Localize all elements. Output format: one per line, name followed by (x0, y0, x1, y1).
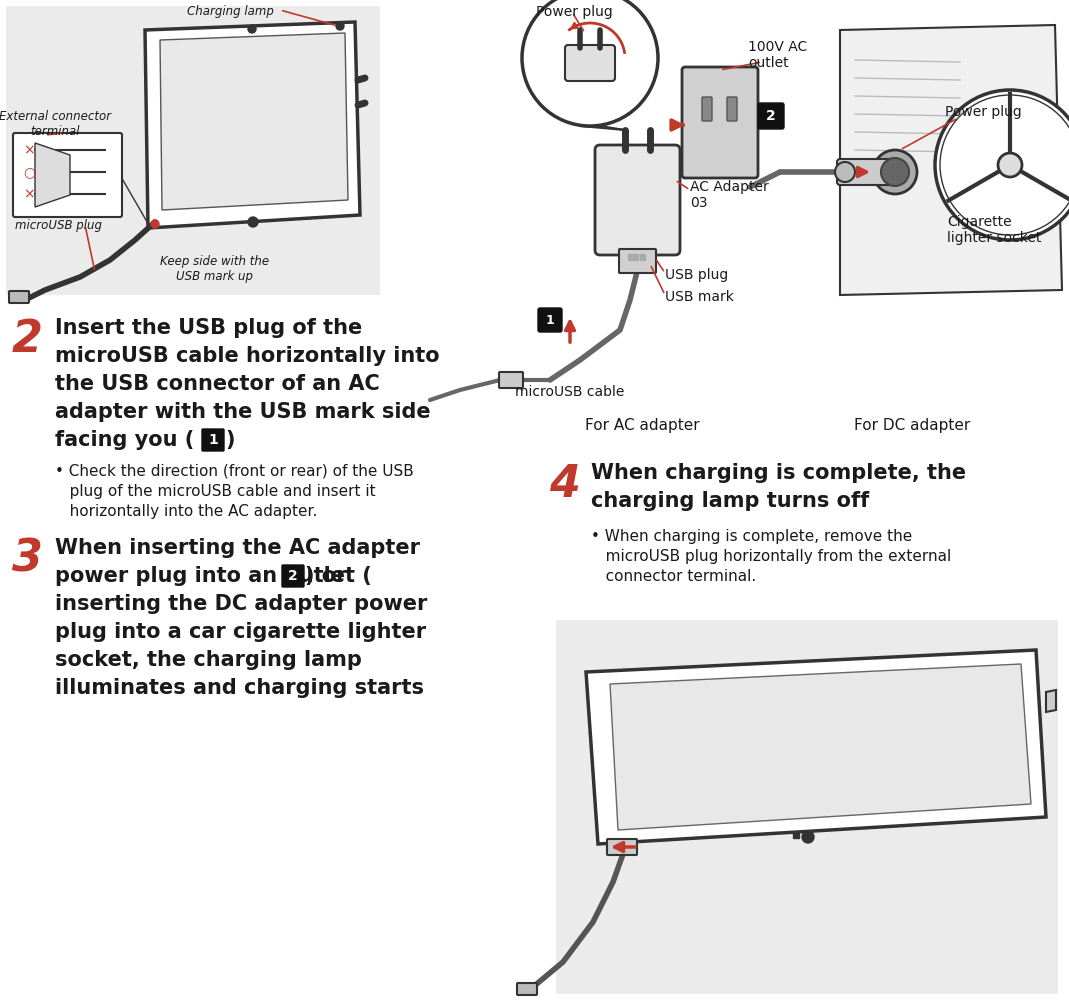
FancyBboxPatch shape (595, 145, 680, 255)
Text: 1: 1 (208, 433, 218, 447)
FancyBboxPatch shape (517, 983, 537, 995)
Text: the USB connector of an AC: the USB connector of an AC (55, 374, 379, 394)
Text: Charging lamp: Charging lamp (187, 5, 274, 18)
Text: 2: 2 (289, 569, 298, 583)
Text: ): ) (224, 430, 234, 450)
Text: power plug into an outlet (: power plug into an outlet ( (55, 566, 372, 586)
Polygon shape (610, 664, 1031, 830)
Text: microUSB cable: microUSB cable (515, 385, 624, 399)
Text: charging lamp turns off: charging lamp turns off (591, 491, 869, 511)
Text: When inserting the AC adapter: When inserting the AC adapter (55, 538, 420, 558)
Text: microUSB plug: microUSB plug (15, 218, 102, 231)
Text: socket, the charging lamp: socket, the charging lamp (55, 650, 362, 670)
Text: ×: × (24, 187, 34, 201)
Text: • When charging is complete, remove the: • When charging is complete, remove the (591, 529, 912, 544)
FancyBboxPatch shape (619, 249, 656, 273)
Text: 4: 4 (549, 463, 580, 506)
Bar (793, 833, 799, 838)
Polygon shape (1045, 690, 1056, 712)
Circle shape (248, 25, 255, 33)
Text: plug of the microUSB cable and insert it: plug of the microUSB cable and insert it (55, 484, 375, 499)
Text: USB mark: USB mark (665, 290, 734, 304)
Circle shape (881, 158, 909, 186)
Polygon shape (160, 33, 348, 210)
FancyBboxPatch shape (682, 67, 758, 178)
Text: illuminates and charging starts: illuminates and charging starts (55, 678, 424, 698)
FancyBboxPatch shape (702, 97, 712, 121)
Circle shape (336, 22, 344, 30)
Text: Cigarette
lighter socket: Cigarette lighter socket (947, 215, 1041, 245)
FancyBboxPatch shape (837, 159, 893, 185)
Circle shape (835, 162, 855, 182)
Text: 3: 3 (12, 538, 43, 581)
FancyBboxPatch shape (607, 839, 637, 855)
Text: 1: 1 (545, 314, 555, 327)
Circle shape (248, 217, 258, 227)
Text: ) or: ) or (305, 566, 346, 586)
Text: For AC adapter: For AC adapter (585, 418, 699, 433)
Text: connector terminal.: connector terminal. (591, 569, 756, 584)
Polygon shape (35, 143, 69, 207)
Text: facing you (: facing you ( (55, 430, 195, 450)
Text: ○: ○ (24, 165, 35, 179)
Bar (640, 254, 645, 260)
Circle shape (998, 153, 1022, 177)
FancyBboxPatch shape (202, 429, 224, 451)
Bar (628, 254, 638, 260)
FancyBboxPatch shape (556, 620, 1058, 994)
FancyBboxPatch shape (499, 372, 523, 388)
Text: AC Adapter
03: AC Adapter 03 (690, 180, 769, 210)
Circle shape (151, 220, 159, 228)
FancyBboxPatch shape (9, 291, 29, 303)
Text: 100V AC
outlet: 100V AC outlet (748, 40, 807, 70)
Text: Power plug: Power plug (536, 5, 613, 19)
FancyBboxPatch shape (538, 308, 562, 332)
Text: horizontally into the AC adapter.: horizontally into the AC adapter. (55, 504, 317, 519)
Text: 2: 2 (766, 109, 776, 123)
Text: When charging is complete, the: When charging is complete, the (591, 463, 966, 483)
Text: Keep side with the
USB mark up: Keep side with the USB mark up (160, 255, 269, 283)
Text: microUSB cable horizontally into: microUSB cable horizontally into (55, 346, 439, 366)
Polygon shape (586, 650, 1045, 844)
Text: plug into a car cigarette lighter: plug into a car cigarette lighter (55, 622, 427, 642)
Polygon shape (840, 25, 1062, 295)
Text: External connector
terminal: External connector terminal (0, 110, 111, 138)
Text: Insert the USB plug of the: Insert the USB plug of the (55, 318, 362, 338)
Text: microUSB plug horizontally from the external: microUSB plug horizontally from the exte… (591, 549, 951, 564)
FancyBboxPatch shape (727, 97, 737, 121)
FancyBboxPatch shape (282, 565, 304, 587)
Circle shape (873, 150, 917, 194)
Text: 2: 2 (12, 318, 43, 361)
Text: ×: × (24, 143, 34, 157)
FancyBboxPatch shape (758, 103, 784, 129)
FancyBboxPatch shape (13, 133, 122, 217)
Text: inserting the DC adapter power: inserting the DC adapter power (55, 594, 428, 614)
Polygon shape (145, 22, 360, 228)
Circle shape (802, 831, 814, 843)
FancyBboxPatch shape (566, 45, 615, 81)
Text: • Check the direction (front or rear) of the USB: • Check the direction (front or rear) of… (55, 464, 414, 479)
Text: USB plug: USB plug (665, 268, 728, 282)
Text: adapter with the USB mark side: adapter with the USB mark side (55, 402, 431, 422)
Text: For DC adapter: For DC adapter (854, 418, 971, 433)
Circle shape (522, 0, 659, 126)
FancyBboxPatch shape (6, 6, 379, 295)
Circle shape (935, 90, 1069, 240)
Text: Power plug: Power plug (945, 105, 1022, 119)
